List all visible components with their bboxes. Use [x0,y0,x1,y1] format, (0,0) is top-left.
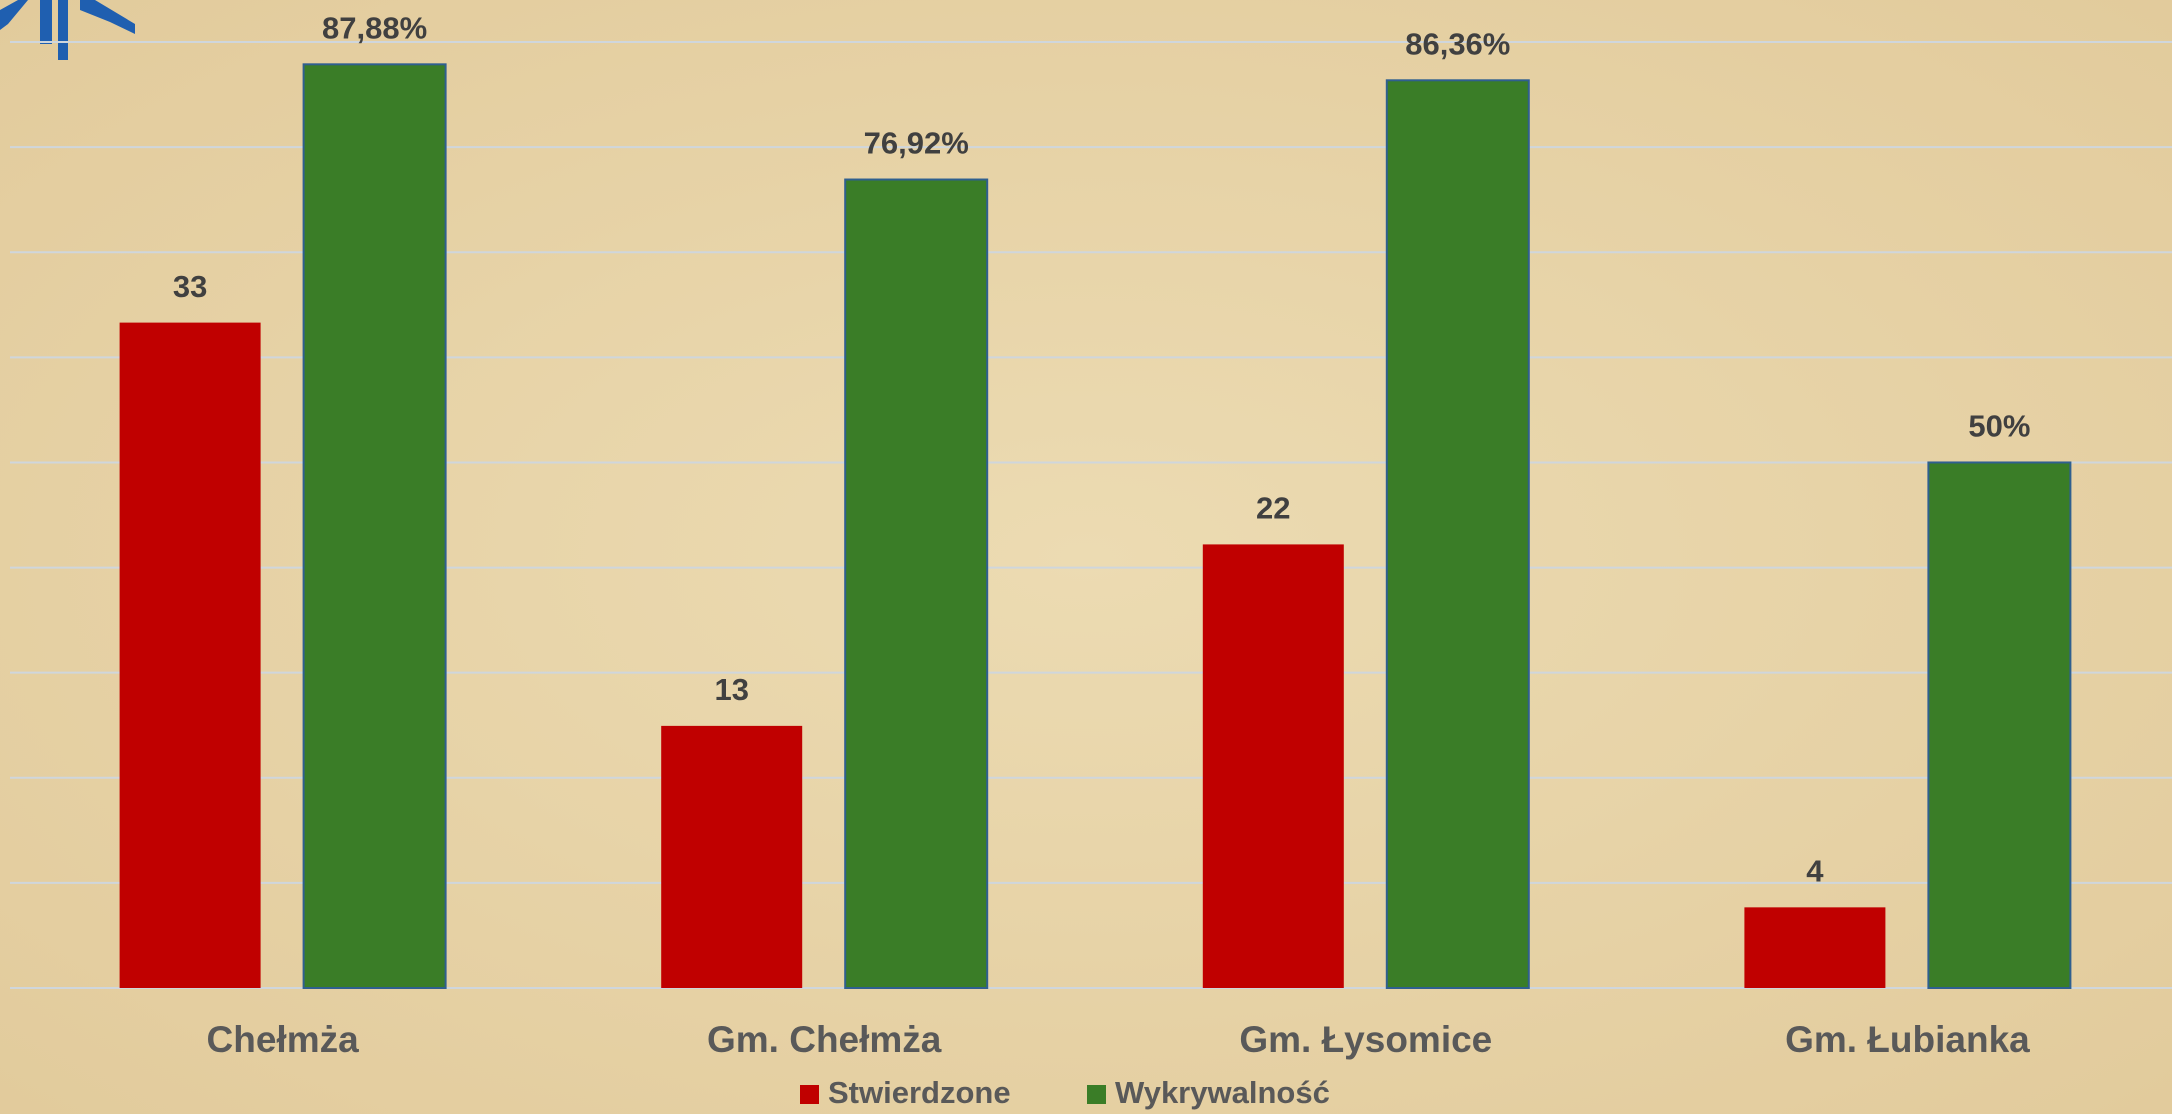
logo [0,0,135,60]
bar [661,725,803,988]
data-label: 86,36% [1405,26,1510,61]
data-label: 13 [714,672,748,707]
bar [119,322,261,988]
data-label: 33 [173,269,207,304]
x-tick-label: Gm. Łysomice [1239,1019,1492,1060]
bar [1927,461,2072,989]
data-label: 50% [1968,409,2030,444]
data-label: 76,92% [864,126,969,161]
x-tick-label: Gm. Łubianka [1785,1019,2030,1060]
x-tick-label: Chełmża [207,1019,360,1060]
legend-label: Stwierdzone [828,1075,1011,1110]
bar [1385,79,1530,990]
bar [1744,907,1886,988]
x-tick-label: Gm. Chełmża [707,1019,942,1060]
legend-label: Wykrywalność [1115,1075,1330,1110]
legend-swatch [800,1085,819,1104]
data-label: 87,88% [322,11,427,46]
bar [302,63,447,989]
data-label: 4 [1806,854,1824,889]
bar [1202,544,1344,988]
data-label: 22 [1256,491,1290,526]
legend-swatch [1087,1085,1106,1104]
bar [844,178,989,989]
